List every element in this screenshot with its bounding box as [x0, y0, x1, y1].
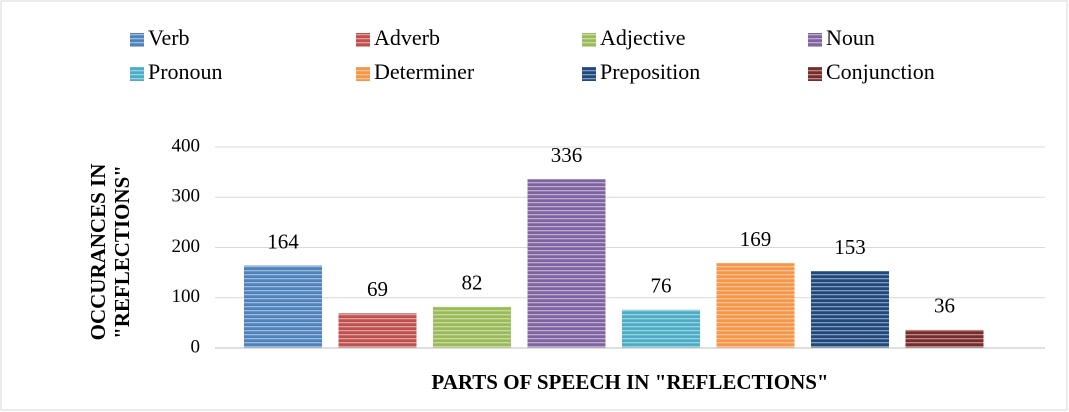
y-axis-label-line: "REFLECTIONS": [110, 165, 134, 339]
bar: [433, 306, 511, 348]
bar: [527, 179, 606, 348]
data-label: 76: [651, 274, 672, 298]
data-label: 36: [934, 294, 955, 318]
legend-label: Adjective: [600, 25, 686, 50]
y-axis-label: OCCURANCES IN "REFLECTIONS": [86, 164, 134, 341]
bar: [622, 309, 700, 348]
x-axis-label: PARTS OF SPEECH IN "REFLECTIONS": [431, 370, 828, 394]
y-tick-label: 300: [172, 186, 201, 207]
legend-label: Determiner: [374, 59, 475, 84]
legend-label: Preposition: [600, 59, 700, 84]
legend-swatch: [356, 33, 370, 47]
legend-label: Pronoun: [148, 59, 223, 84]
legend-swatch: [356, 67, 370, 81]
data-label: 153: [834, 235, 866, 259]
legend-swatch: [130, 33, 144, 47]
y-tick-label: 100: [172, 286, 201, 307]
legend-swatch: [582, 33, 596, 47]
y-tick-label: 0: [191, 336, 201, 357]
legend-swatch: [808, 33, 822, 47]
bar: [244, 265, 322, 348]
legend-swatch: [808, 67, 822, 81]
bar: [905, 329, 984, 348]
y-tick-label: 400: [172, 135, 201, 156]
y-tick-label: 200: [172, 236, 201, 257]
legend-label: Adverb: [374, 25, 440, 50]
legend-label: Conjunction: [826, 59, 935, 84]
data-label: 336: [551, 143, 583, 167]
legend-swatch: [130, 67, 144, 81]
bar: [338, 313, 417, 348]
y-axis-label-line: OCCURANCES IN: [86, 164, 110, 341]
bar: [811, 271, 889, 348]
data-label: 82: [462, 271, 483, 295]
legend-swatch: [582, 67, 596, 81]
data-label: 164: [267, 229, 299, 253]
data-label: 69: [367, 277, 388, 301]
data-label: 169: [740, 227, 772, 251]
bar: [716, 263, 795, 348]
legend-label: Verb: [148, 25, 190, 50]
legend-label: Noun: [826, 25, 875, 50]
